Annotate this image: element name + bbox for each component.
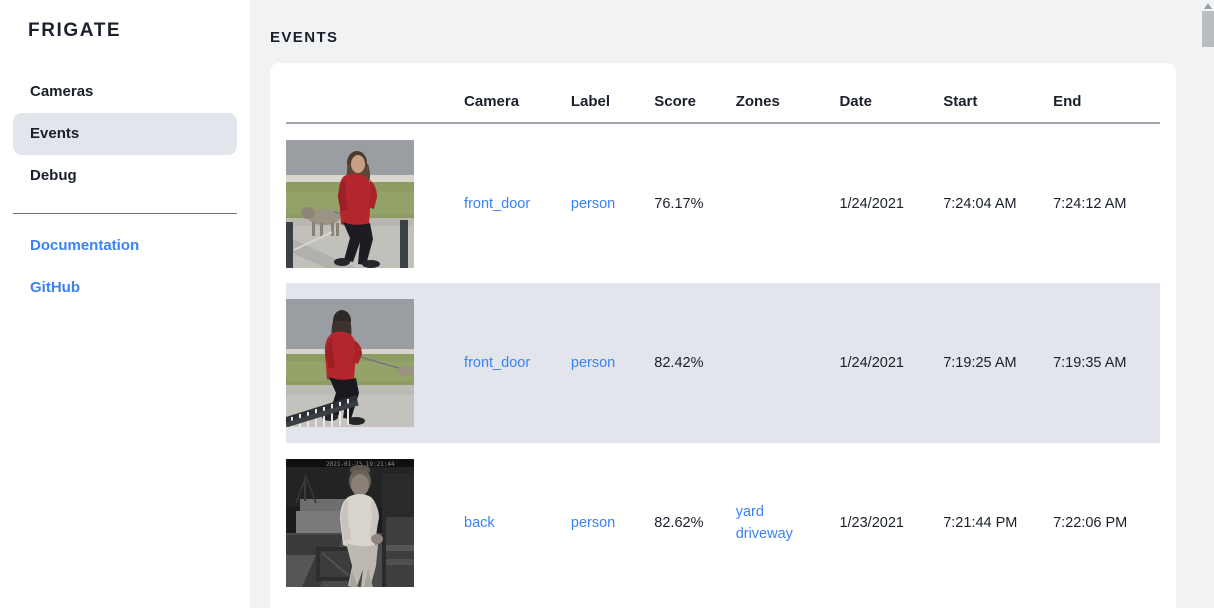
event-date-cell: 1/24/2021 xyxy=(839,195,904,212)
column-header-label: Label xyxy=(570,63,655,125)
sidebar-item-debug[interactable]: Debug xyxy=(30,166,77,184)
table-row[interactable]: front_door person 76.17% 1/24/2021 7:24:… xyxy=(286,123,1160,283)
event-camera-link[interactable]: front_door xyxy=(464,355,531,372)
sidebar: FRIGATE Cameras Events Debug Documentati… xyxy=(0,0,250,608)
event-start-cell: 7:21:44 PM xyxy=(943,515,1018,532)
events-card: Camera Label Score Zones Date Start End xyxy=(270,63,1176,608)
vertical-scrollbar[interactable] xyxy=(1202,0,1214,608)
event-date-cell: 1/23/2021 xyxy=(839,515,904,532)
sidebar-item-events[interactable]: Events xyxy=(13,112,237,155)
event-label-link[interactable]: person xyxy=(570,195,616,212)
event-thumbnail-daytime-dogwalker[interactable] xyxy=(286,299,414,428)
app-brand-title: FRIGATE xyxy=(28,20,122,41)
events-table: Camera Label Score Zones Date Start End xyxy=(286,63,1160,603)
page-title: EVENTS xyxy=(270,29,339,47)
sidebar-item-cameras[interactable]: Cameras xyxy=(30,82,94,100)
event-end-cell: 7:19:35 AM xyxy=(1053,283,1160,444)
sidebar-link-documentation[interactable]: Documentation xyxy=(30,236,140,254)
sidebar-external-links: Documentation GitHub xyxy=(0,225,250,309)
event-camera-cell: back xyxy=(464,443,571,603)
event-label-cell: person xyxy=(571,123,654,283)
event-camera-link[interactable]: front_door xyxy=(464,195,531,212)
event-start-cell: 7:24:04 AM xyxy=(943,195,1017,212)
event-zone-link-yard[interactable]: yard xyxy=(735,504,764,521)
sidebar-link-github[interactable]: GitHub xyxy=(30,278,80,296)
event-thumbnail-cell[interactable] xyxy=(286,283,465,444)
event-date-cell: 1/24/2021 xyxy=(839,283,944,444)
svg-text:2021-01-23 19:21:44: 2021-01-23 19:21:44 xyxy=(326,461,395,468)
sidebar-divider xyxy=(13,212,237,214)
column-header-end: End xyxy=(1053,63,1160,125)
event-thumbnail-cell[interactable]: 2021-01-23 19:21:44 xyxy=(286,443,464,603)
event-thumbnail-daytime-dogwalker[interactable] xyxy=(286,139,414,268)
scrollbar-thumb[interactable] xyxy=(1202,11,1214,47)
event-zones-cell: yard driveway xyxy=(736,443,840,603)
column-header-start: Start xyxy=(943,63,1054,125)
event-camera-cell: front_door xyxy=(464,123,571,283)
event-thumbnail-nightvision-porch[interactable]: 2021-01-23 19:21:44 xyxy=(286,459,414,588)
event-label-link[interactable]: person xyxy=(570,355,616,372)
event-camera-cell: front_door xyxy=(464,283,571,444)
events-table-head: Camera Label Score Zones Date Start End xyxy=(286,63,1160,125)
event-label-cell: person xyxy=(571,443,654,603)
event-end-cell: 7:24:12 AM xyxy=(1053,195,1127,212)
event-score-cell: 82.62% xyxy=(654,515,704,532)
event-end-cell: 7:22:06 PM xyxy=(1053,515,1128,532)
column-header-date: Date xyxy=(839,63,944,125)
event-score-cell: 82.42% xyxy=(654,283,736,444)
event-zone-link-driveway[interactable]: driveway xyxy=(735,526,793,543)
event-camera-link[interactable]: back xyxy=(464,515,495,532)
event-zones-cell xyxy=(736,123,840,283)
event-score-cell: 76.17% xyxy=(654,195,704,212)
scroll-up-arrow-icon[interactable] xyxy=(1203,2,1213,10)
column-header-camera: Camera xyxy=(464,63,571,125)
column-header-score: Score xyxy=(654,63,736,125)
event-label-cell: person xyxy=(570,283,655,444)
table-header-row: Camera Label Score Zones Date Start End xyxy=(286,63,1160,125)
sidebar-nav: Cameras Events Debug xyxy=(0,71,250,197)
events-table-body: front_door person 76.17% 1/24/2021 7:24:… xyxy=(286,123,1160,603)
event-thumbnail-cell[interactable] xyxy=(286,123,464,283)
event-label-link[interactable]: person xyxy=(570,515,616,532)
table-row[interactable]: 2021-01-23 19:21:44 xyxy=(286,443,1160,603)
event-zones-cell xyxy=(735,283,840,444)
column-header-thumbnail xyxy=(286,63,465,125)
table-row[interactable]: front_door person 82.42% 1/24/2021 7:19:… xyxy=(286,283,1160,444)
column-header-zones: Zones xyxy=(735,63,840,125)
event-start-cell: 7:19:25 AM xyxy=(943,283,1054,444)
main-content: EVENTS Camera Label Score Zones Date Sta… xyxy=(250,0,1214,608)
